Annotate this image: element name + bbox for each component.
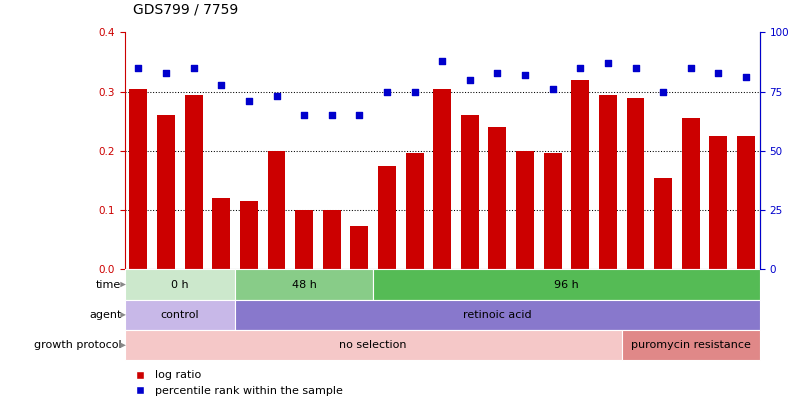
Text: control: control — [161, 310, 199, 320]
Point — [408, 88, 421, 95]
Text: GDS799 / 7759: GDS799 / 7759 — [132, 2, 238, 16]
Text: puromycin resistance: puromycin resistance — [630, 340, 750, 350]
Bar — [405, 153, 423, 269]
Bar — [736, 136, 754, 269]
Bar — [124, 330, 621, 360]
Bar — [295, 210, 312, 269]
Point — [573, 65, 586, 71]
Bar — [626, 98, 644, 269]
Point — [380, 88, 393, 95]
Text: no selection: no selection — [339, 340, 406, 350]
Point — [132, 65, 145, 71]
Bar — [350, 226, 368, 269]
Point — [270, 93, 283, 100]
Bar — [598, 95, 616, 269]
Bar — [543, 153, 561, 269]
Bar — [571, 80, 589, 269]
Bar — [621, 330, 759, 360]
Bar — [488, 127, 506, 269]
Point — [214, 81, 227, 88]
Text: retinoic acid: retinoic acid — [463, 310, 531, 320]
Point — [628, 65, 641, 71]
Point — [463, 77, 475, 83]
Bar — [654, 177, 671, 269]
Point — [601, 60, 613, 66]
Text: agent: agent — [89, 310, 121, 320]
Bar — [157, 115, 175, 269]
Point — [297, 112, 310, 119]
Bar — [377, 166, 395, 269]
Text: 0 h: 0 h — [171, 279, 189, 290]
Point — [711, 69, 724, 76]
Point — [683, 65, 696, 71]
Bar — [129, 89, 147, 269]
Text: growth protocol: growth protocol — [34, 340, 121, 350]
Bar — [433, 89, 450, 269]
Bar — [185, 95, 202, 269]
Point — [656, 88, 669, 95]
Bar — [516, 151, 533, 269]
Bar — [234, 300, 759, 330]
Point — [435, 58, 448, 64]
Point — [325, 112, 338, 119]
Point — [518, 72, 531, 78]
Bar — [239, 201, 258, 269]
Bar — [124, 269, 234, 300]
Text: 96 h: 96 h — [553, 279, 578, 290]
Legend: log ratio, percentile rank within the sample: log ratio, percentile rank within the sa… — [130, 366, 347, 401]
Bar — [708, 136, 727, 269]
Point — [491, 69, 503, 76]
Bar — [267, 151, 285, 269]
Text: time: time — [96, 279, 121, 290]
Bar — [322, 210, 340, 269]
Bar — [124, 300, 234, 330]
Point — [187, 65, 200, 71]
Bar — [373, 269, 759, 300]
Bar — [681, 118, 699, 269]
Point — [353, 112, 365, 119]
Point — [160, 69, 173, 76]
Bar — [460, 115, 479, 269]
Bar — [212, 198, 230, 269]
Point — [545, 86, 558, 92]
Bar — [234, 269, 373, 300]
Text: 48 h: 48 h — [291, 279, 316, 290]
Point — [243, 98, 255, 104]
Point — [739, 74, 752, 81]
